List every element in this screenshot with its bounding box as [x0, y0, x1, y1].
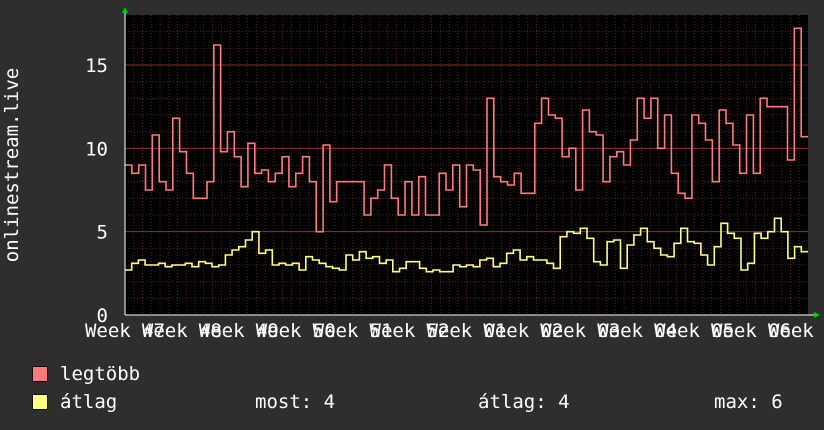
x-tick-label: Week 49	[199, 320, 279, 340]
x-axis-arrow	[814, 312, 820, 318]
stat-max: max: 6	[714, 391, 783, 413]
x-tick-label: Week 01	[426, 320, 506, 340]
x-tick-label: Week 02	[483, 320, 563, 340]
series-line-max	[125, 27, 808, 233]
x-tick-label: Week 05	[654, 320, 734, 340]
legend-label-avg: átlag	[60, 391, 118, 413]
grid	[125, 15, 808, 315]
legend-item-max: legtöbb	[32, 363, 141, 385]
x-tick-label: Week 52	[370, 320, 450, 340]
legend-swatch-avg	[32, 394, 48, 410]
series-group	[125, 27, 808, 273]
x-tick-label: Week 48	[142, 320, 222, 340]
y-tick-label: 10	[85, 138, 108, 160]
stat-now: most: 4	[255, 391, 336, 413]
x-tick-label: Week 51	[313, 320, 393, 340]
y-tick-labels: 0 5 10 15	[85, 55, 108, 327]
x-tick-label: Week 03	[540, 320, 620, 340]
y-tick-label: 15	[85, 55, 108, 77]
x-tick-label: Week 04	[597, 320, 677, 340]
y-tick-label: 0	[97, 305, 108, 327]
legend-swatch-max	[32, 366, 48, 382]
x-tick-label: Week 07	[768, 320, 824, 340]
x-tick-label: Week 47	[85, 320, 165, 340]
x-tick-label: Week 50	[256, 320, 336, 340]
legend-label-max: legtöbb	[60, 363, 141, 385]
y-axis-arrow	[122, 7, 128, 13]
legend-item-avg: átlag	[32, 391, 118, 413]
y-axis-label: onlinestream.live	[1, 68, 23, 262]
x-tick-label: Week 06	[711, 320, 791, 340]
stat-average: átlag: 4	[478, 391, 570, 413]
y-tick-label: 5	[97, 222, 108, 244]
axes	[122, 7, 820, 318]
series-line-avg	[125, 217, 808, 273]
